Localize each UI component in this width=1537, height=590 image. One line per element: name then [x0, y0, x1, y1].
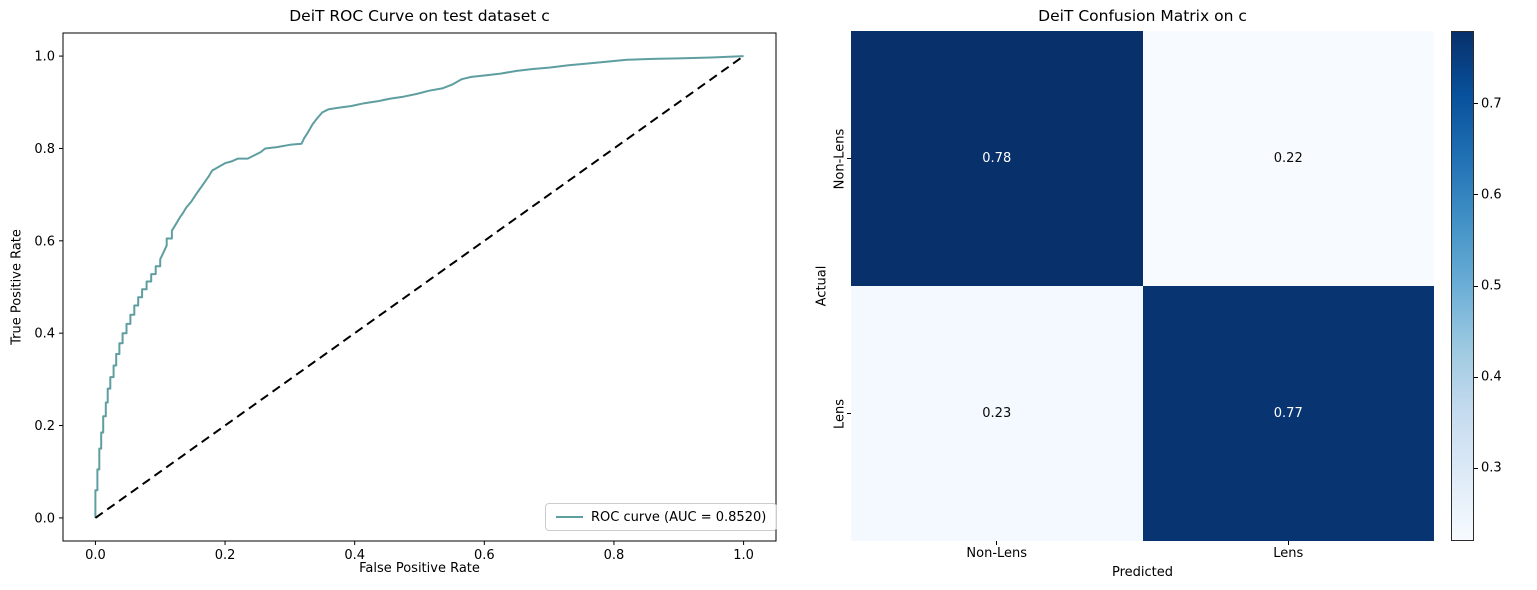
- colorbar-tick-label: 0.5: [1481, 278, 1502, 294]
- cm-x-tickmark: [996, 541, 998, 545]
- confusion-matrix-grid: 0.78 0.22 0.23 0.77: [851, 31, 1434, 541]
- roc-plot-canvas: 0.0 0.2 0.4 0.6 0.8 1.0 0.0 0.2 0.4 0.6 0.8 1.0: [34, 32, 777, 563]
- cm-y-tick-label: Lens: [832, 398, 848, 429]
- cm-cell-lens-lens: 0.77: [1142, 286, 1434, 541]
- roc-y-tick-label: 1.0: [34, 50, 55, 65]
- cm-y-axis-label: Actual: [814, 265, 830, 307]
- colorbar-tickmark: [1474, 103, 1478, 105]
- colorbar: [1451, 31, 1474, 541]
- roc-curve-line: [94, 55, 744, 518]
- confusion-matrix-title: DeiT Confusion Matrix on c: [1038, 7, 1247, 25]
- roc-x-tick-label: 0.2: [215, 548, 236, 563]
- cm-cell-value: 0.23: [982, 406, 1012, 421]
- cm-y-tick-label: Non-Lens: [832, 128, 848, 189]
- cm-x-tick-label: Lens: [1273, 546, 1304, 561]
- cm-y-tickmark: [847, 158, 851, 159]
- colorbar-tick-label: 0.4: [1481, 369, 1502, 385]
- roc-y-tick-label: 0.2: [34, 419, 55, 434]
- cm-cell-value: 0.78: [982, 151, 1012, 166]
- roc-title: DeiT ROC Curve on test dataset c: [289, 7, 550, 25]
- roc-x-tick-label: 0.8: [604, 548, 625, 563]
- roc-y-tick-label: 0.6: [34, 234, 55, 249]
- colorbar-tickmark: [1474, 467, 1478, 469]
- cm-cell-value: 0.77: [1273, 406, 1303, 421]
- roc-x-tick-label: 0.6: [474, 548, 495, 563]
- roc-x-tick-label: 0.0: [85, 548, 106, 563]
- colorbar-tickmark: [1474, 285, 1478, 287]
- roc-curve-legend-line-sample: [556, 516, 583, 518]
- colorbar-tickmark: [1474, 376, 1478, 378]
- roc-x-tick-label: 1.0: [733, 548, 754, 563]
- colorbar-tick-label: 0.6: [1481, 187, 1502, 203]
- chance-diagonal-line: [94, 55, 745, 519]
- roc-legend: ROC curve (AUC = 0.8520): [545, 503, 778, 531]
- roc-x-axis-label: False Positive Rate: [359, 561, 480, 576]
- roc-y-tick-label: 0.4: [34, 327, 55, 342]
- cm-cell-non-lens-non-lens: 0.78: [851, 31, 1143, 286]
- cm-y-tickmark: [847, 413, 851, 414]
- colorbar-tick-label: 0.3: [1481, 460, 1502, 476]
- roc-y-tick-label: 0.8: [34, 142, 55, 157]
- roc-x-tick-label: 0.4: [344, 548, 365, 563]
- cm-x-tick-label: Non-Lens: [966, 546, 1028, 561]
- cm-cell-non-lens-lens: 0.22: [1142, 31, 1434, 286]
- roc-axes-box: [62, 32, 777, 542]
- cm-x-axis-label: Predicted: [1111, 565, 1174, 580]
- colorbar-tickmark: [1474, 194, 1478, 196]
- cm-cell-lens-non-lens: 0.23: [851, 286, 1143, 541]
- colorbar-tick-label: 0.7: [1481, 96, 1502, 112]
- roc-y-tick-label: 0.0: [34, 511, 55, 526]
- roc-legend-label: ROC curve (AUC = 0.8520): [591, 509, 767, 525]
- roc-y-axis-label: True Positive Rate: [9, 229, 25, 345]
- cm-x-tickmark: [1287, 541, 1289, 545]
- cm-cell-value: 0.22: [1273, 151, 1303, 166]
